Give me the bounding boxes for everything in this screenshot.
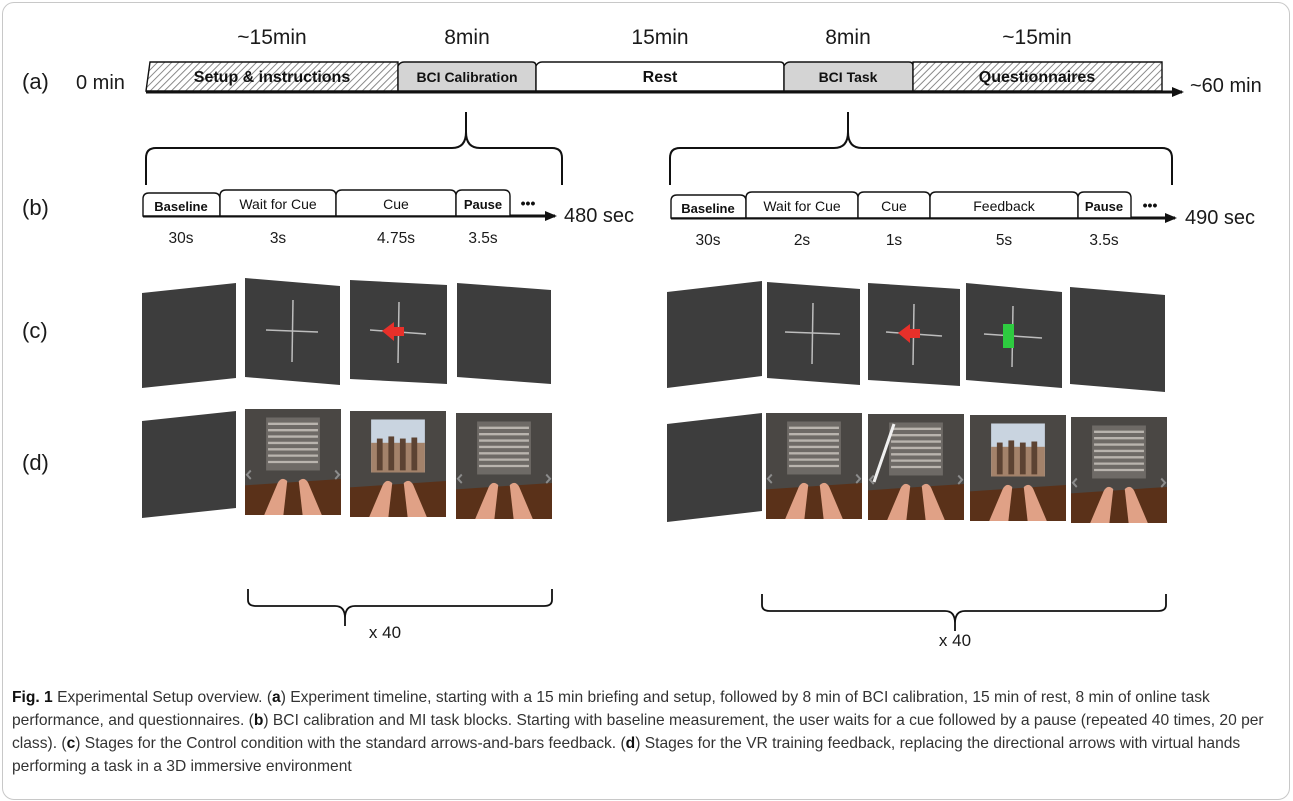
segment-rest-label: Rest — [643, 69, 678, 86]
row-label-d: (d) — [22, 450, 49, 475]
task-pause-label: Pause — [1085, 199, 1123, 214]
row-label-c: (c) — [22, 318, 48, 343]
control-cue-panel — [350, 280, 447, 384]
calibration-pause-duration: 3.5s — [468, 230, 498, 247]
timeline-end-label: ~60 min — [1190, 75, 1262, 97]
task-feedback-label: Feedback — [973, 198, 1035, 214]
experiment-diagram: (a) (b) (c) (d) 0 min ~60 min Setup & in… — [22, 26, 1262, 650]
control-task-pause-panel — [1070, 287, 1165, 392]
caption-d-text: ) Stages for the VR training feedback, r… — [12, 735, 1241, 775]
calibration-stage-pause — [455, 189, 511, 217]
caption-a-letter: a — [272, 689, 281, 706]
segment-setup-duration: ~15min — [237, 26, 306, 49]
cue-light-streak-icon — [872, 423, 896, 483]
task-wait-duration: 2s — [794, 232, 811, 249]
task-cue-label: Cue — [881, 198, 907, 214]
caption-intro: Experimental Setup overview. ( — [52, 689, 273, 706]
calibration-pause-label: Pause — [464, 197, 502, 212]
calibration-repeat-brace — [247, 589, 553, 626]
calibration-zoom-brace — [145, 112, 563, 185]
task-wait-label: Wait for Cue — [763, 198, 840, 214]
task-repeat-brace — [761, 594, 1167, 631]
task-cue-duration: 1s — [886, 232, 903, 249]
segment-rest-duration: 15min — [631, 26, 688, 49]
segment-setup-label: Setup & instructions — [194, 69, 351, 86]
segment-task-label: BCI Task — [819, 69, 878, 85]
vr-task-cue-panel — [868, 414, 964, 520]
segment-task-duration: 8min — [825, 26, 871, 49]
task-baseline-duration: 30s — [696, 232, 721, 249]
segment-setup — [145, 61, 399, 92]
vr-baseline-panel — [142, 411, 236, 518]
control-task-baseline-panel — [667, 281, 762, 388]
caption-b-text: ) BCI calibration and MI task blocks. St… — [12, 712, 1264, 752]
caption-c-letter: c — [66, 735, 76, 752]
task-end-label: 490 sec — [1185, 207, 1255, 229]
segment-questionnaires — [912, 61, 1163, 92]
task-ellipsis: ••• — [1143, 197, 1158, 213]
row-label-b: (b) — [22, 195, 49, 220]
task-stage-pause — [1077, 191, 1132, 219]
segment-questionnaires-duration: ~15min — [1002, 26, 1071, 49]
calibration-cue-duration: 4.75s — [377, 230, 415, 247]
task-repeat-label: x 40 — [939, 631, 971, 650]
caption-c-text: ) Stages for the Control condition with … — [75, 735, 626, 752]
calibration-end-label: 480 sec — [564, 205, 634, 227]
task-pause-duration: 3.5s — [1089, 232, 1119, 249]
control-pause-panel — [457, 283, 551, 384]
vr-pause-panel — [456, 413, 552, 519]
calibration-ellipsis: ••• — [521, 195, 536, 211]
control-baseline-panel — [142, 283, 236, 388]
calibration-baseline-duration: 30s — [169, 230, 194, 247]
left-arrow-cue-icon — [898, 324, 920, 343]
calibration-baseline-label: Baseline — [154, 199, 207, 214]
caption-b-letter: b — [253, 712, 264, 729]
calibration-wait-label: Wait for Cue — [239, 196, 316, 212]
vr-task-baseline-panel — [667, 413, 762, 522]
feedback-bar — [1003, 324, 1014, 348]
figure-number: Fig. 1 — [12, 689, 53, 706]
calibration-cue-label: Cue — [383, 196, 409, 212]
figure-caption: Fig. 1 Experimental Setup overview. (a) … — [12, 686, 1277, 778]
task-zoom-brace — [669, 112, 1173, 185]
segment-calibration-label: BCI Calibration — [416, 69, 517, 85]
vr-task-wait-panel — [766, 413, 862, 519]
task-baseline-label: Baseline — [681, 201, 734, 216]
segment-questionnaires-label: Questionnaires — [979, 69, 1096, 86]
control-task-wait-panel — [767, 282, 860, 385]
vr-task-feedback-panel — [970, 415, 1066, 521]
control-task-feedback-panel — [966, 283, 1062, 388]
calibration-repeat-label: x 40 — [369, 623, 401, 642]
vr-cue-panel — [350, 411, 446, 517]
caption-d-letter: d — [625, 735, 636, 752]
vr-task-pause-panel — [1071, 417, 1167, 523]
caption-a-text: ) Experiment timeline, starting with a 1… — [12, 689, 1210, 729]
row-label-a: (a) — [22, 69, 49, 94]
segment-calibration-duration: 8min — [444, 26, 490, 49]
control-wait-panel — [245, 278, 340, 385]
left-arrow-cue-icon — [382, 322, 404, 341]
calibration-wait-duration: 3s — [270, 230, 287, 247]
vr-wait-panel — [245, 409, 341, 515]
task-feedback-duration: 5s — [996, 232, 1013, 249]
control-task-cue-panel — [868, 283, 960, 386]
timeline-start-label: 0 min — [76, 72, 125, 94]
